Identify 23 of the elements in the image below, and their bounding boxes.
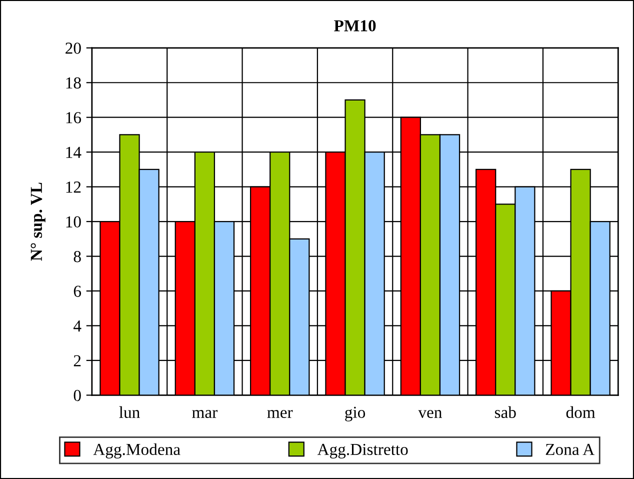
y-tick-label: 8: [74, 250, 81, 262]
x-tick-label: mer: [267, 410, 293, 418]
y-tick-label: 4: [74, 320, 82, 332]
y-axis-title: N° sup. VL: [30, 182, 46, 261]
y-tick-label: 16: [66, 112, 82, 124]
x-tick-label: ven: [418, 410, 442, 418]
y-tick-label: 20: [66, 42, 81, 54]
y-tick-label: 14: [66, 146, 82, 158]
legend-label: Zona A: [546, 444, 594, 456]
legend-label: Agg.Modena: [93, 443, 180, 458]
x-tick-label: dom: [566, 406, 596, 418]
y-tick-label: 0: [74, 390, 81, 402]
x-tick-label: gio: [345, 406, 366, 422]
chart-title: PM10: [334, 20, 376, 32]
legend-label: Agg.Distretto: [317, 444, 408, 458]
y-tick-label: 6: [74, 286, 82, 297]
y-tick-label: 12: [66, 182, 81, 193]
y-tick-label: 2: [74, 355, 81, 366]
x-tick-label: mar: [192, 410, 218, 418]
y-tick-label: 10: [66, 216, 81, 228]
y-tick-label: 18: [66, 77, 81, 89]
x-tick-label: sab: [494, 406, 516, 418]
x-tick-label: lun: [119, 406, 140, 418]
